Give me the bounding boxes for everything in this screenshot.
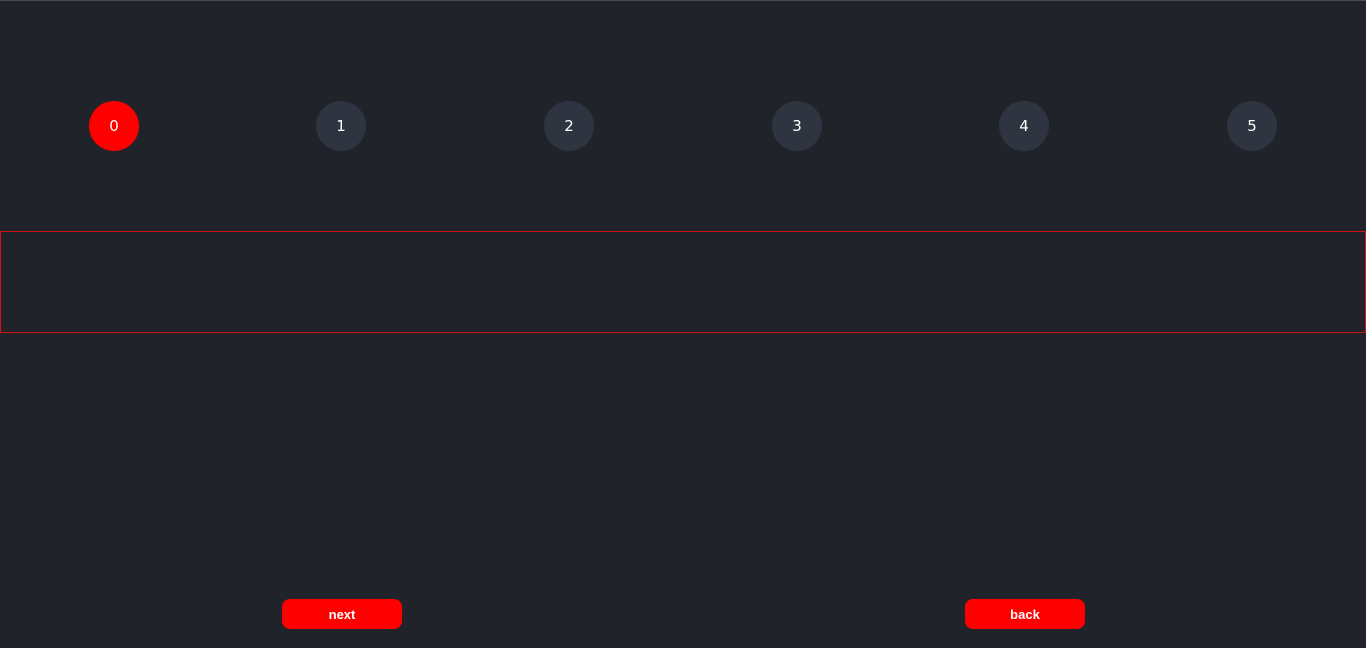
step-label: 5 [1247, 117, 1257, 135]
step-label: 4 [1019, 117, 1029, 135]
step-5[interactable]: 5 [1227, 101, 1277, 151]
back-button[interactable]: back [965, 599, 1085, 629]
stepper: 0 1 2 3 4 5 [0, 101, 1366, 151]
step-2[interactable]: 2 [544, 101, 594, 151]
step-4[interactable]: 4 [999, 101, 1049, 151]
step-0[interactable]: 0 [89, 101, 139, 151]
step-1[interactable]: 1 [316, 101, 366, 151]
step-label: 3 [792, 117, 802, 135]
next-button[interactable]: next [282, 599, 402, 629]
top-divider [0, 0, 1366, 1]
step-label: 0 [109, 117, 119, 135]
step-content-panel [0, 231, 1366, 333]
step-label: 2 [564, 117, 574, 135]
step-3[interactable]: 3 [772, 101, 822, 151]
step-label: 1 [336, 117, 346, 135]
